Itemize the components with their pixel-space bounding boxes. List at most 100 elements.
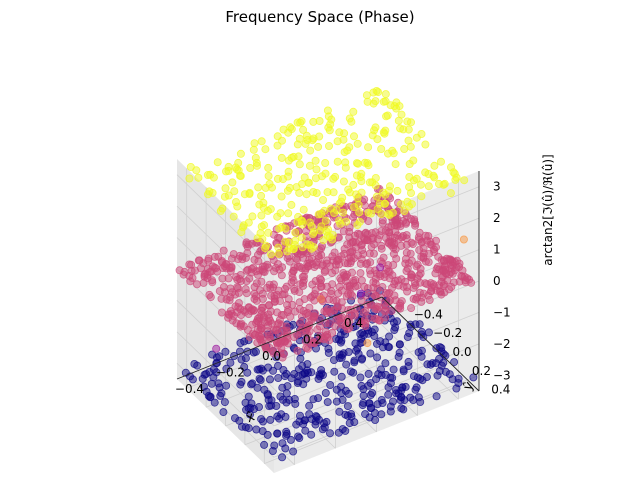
data-point xyxy=(352,190,361,199)
data-point xyxy=(417,192,426,201)
data-point xyxy=(221,184,230,193)
data-point xyxy=(270,441,279,450)
data-point xyxy=(417,297,426,306)
data-point xyxy=(266,415,275,424)
data-point xyxy=(340,148,349,157)
data-point xyxy=(222,295,231,304)
data-point xyxy=(402,248,411,257)
data-point xyxy=(407,304,416,313)
data-point xyxy=(264,363,273,372)
data-point xyxy=(278,453,287,462)
data-point xyxy=(257,137,266,146)
data-point xyxy=(385,332,394,341)
data-point xyxy=(284,238,293,247)
data-point xyxy=(289,245,298,254)
data-point xyxy=(206,170,215,179)
data-point xyxy=(312,258,321,267)
data-point xyxy=(376,337,385,346)
data-point xyxy=(295,433,304,442)
data-point xyxy=(245,410,254,419)
data-point xyxy=(378,398,387,407)
data-point xyxy=(330,367,339,376)
data-point xyxy=(298,243,307,252)
data-point xyxy=(196,264,205,273)
data-point xyxy=(253,383,262,392)
data-point xyxy=(448,375,457,384)
data-point xyxy=(277,153,286,162)
data-point xyxy=(283,172,292,181)
data-point xyxy=(381,288,390,297)
data-point xyxy=(306,146,315,155)
data-point xyxy=(364,313,373,322)
data-point xyxy=(249,263,258,272)
data-point xyxy=(273,361,282,370)
data-point xyxy=(258,234,267,243)
data-point xyxy=(390,291,399,300)
data-point xyxy=(249,145,258,154)
data-point xyxy=(208,188,217,197)
data-point xyxy=(343,270,352,279)
data-point xyxy=(337,353,346,362)
data-point xyxy=(208,262,217,271)
data-point xyxy=(321,158,330,167)
data-point xyxy=(422,236,431,245)
data-point xyxy=(377,410,386,419)
data-point xyxy=(334,428,343,437)
data-point xyxy=(409,283,418,292)
data-point xyxy=(371,123,380,132)
data-point xyxy=(233,275,242,284)
data-point xyxy=(282,427,291,436)
data-point xyxy=(423,360,432,369)
data-point xyxy=(409,395,418,404)
data-point xyxy=(359,250,368,259)
data-point xyxy=(207,379,216,388)
data-point xyxy=(236,149,245,158)
data-point xyxy=(335,216,344,225)
data-point xyxy=(363,97,372,106)
data-point xyxy=(337,304,346,313)
data-point xyxy=(311,420,320,429)
data-point xyxy=(364,208,373,217)
data-point xyxy=(235,416,244,425)
data-point xyxy=(274,243,283,252)
z-axis-label: arctan2[ℑ(û)/ℜ(û)] xyxy=(541,154,555,265)
data-point xyxy=(383,149,392,158)
data-point xyxy=(257,211,266,220)
data-point xyxy=(411,221,420,230)
data-point xyxy=(259,313,268,322)
data-point xyxy=(349,107,358,116)
data-point xyxy=(228,288,237,297)
data-point xyxy=(298,361,307,370)
data-point xyxy=(277,410,286,419)
data-point xyxy=(218,204,227,213)
data-point xyxy=(400,207,409,216)
data-point xyxy=(379,253,388,262)
data-point xyxy=(254,183,263,192)
data-point xyxy=(405,159,414,168)
data-point xyxy=(324,141,333,150)
data-point xyxy=(347,117,356,126)
data-point xyxy=(266,250,275,259)
data-point xyxy=(429,171,438,180)
data-point xyxy=(446,255,455,264)
data-point xyxy=(261,145,270,154)
data-point xyxy=(379,97,388,106)
data-point xyxy=(424,182,433,191)
data-point xyxy=(256,375,265,384)
data-point xyxy=(337,372,346,381)
data-point xyxy=(252,161,261,170)
y-tick-label: −0.2 xyxy=(433,326,462,340)
y-tick-label: 0.0 xyxy=(453,345,472,359)
data-point xyxy=(274,373,283,382)
data-point xyxy=(393,186,402,195)
data-point xyxy=(224,274,233,283)
data-point xyxy=(305,401,314,410)
tick-labels: −0.4−0.20.00.20.4−0.4−0.20.00.20.4−3−2−1… xyxy=(175,180,511,397)
data-point xyxy=(439,282,448,291)
z-tick-label: 2 xyxy=(493,211,501,225)
data-point xyxy=(403,117,412,126)
data-point xyxy=(327,115,336,124)
data-point xyxy=(264,163,273,172)
data-point xyxy=(374,370,383,379)
data-point xyxy=(305,303,314,312)
